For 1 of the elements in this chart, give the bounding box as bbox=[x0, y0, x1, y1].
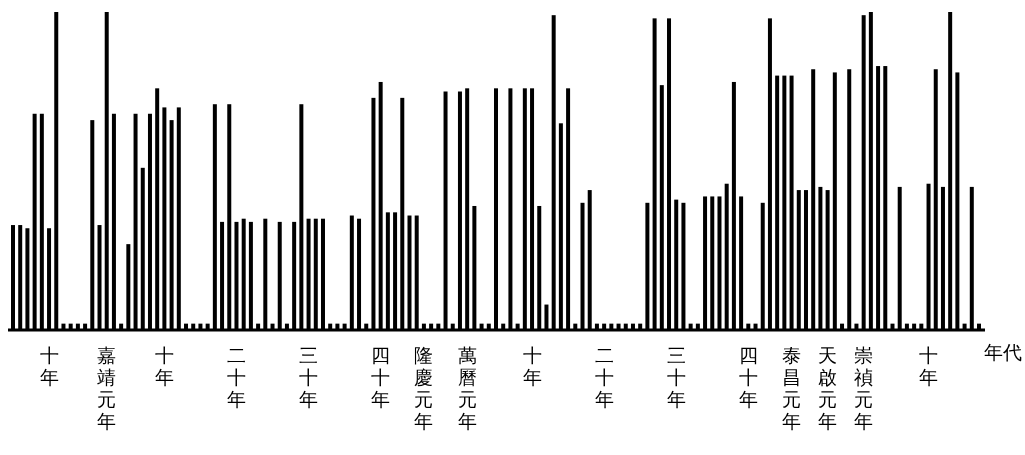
x-axis-title: 年代 bbox=[984, 341, 1022, 363]
